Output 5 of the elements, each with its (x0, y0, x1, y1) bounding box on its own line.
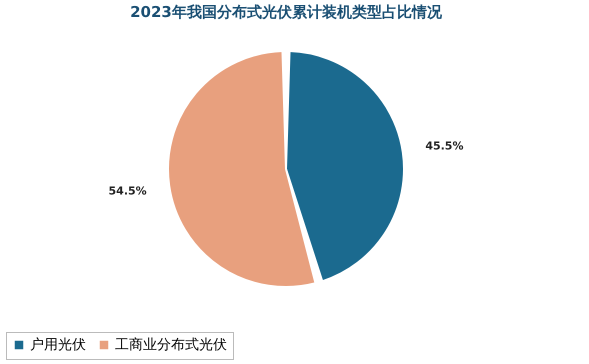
data-label: 45.5% (425, 139, 464, 152)
data-label: 54.5% (108, 184, 147, 198)
chart-title: 2023年我国分布式光伏累计装机类型占比情况 (130, 3, 443, 21)
legend-label: 户用光伏 (30, 337, 86, 353)
legend-label: 工商业分布式光伏 (115, 337, 227, 353)
